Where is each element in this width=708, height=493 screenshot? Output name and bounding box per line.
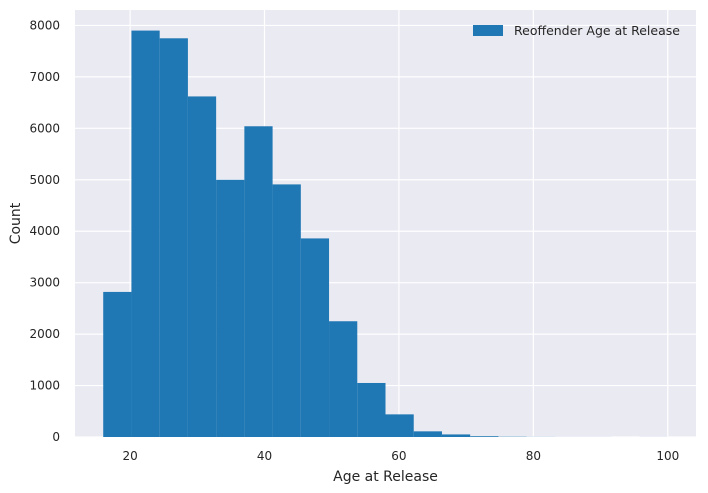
legend-swatch [473, 25, 503, 36]
y-tick-label: 4000 [29, 224, 60, 238]
histogram-bar [300, 238, 330, 437]
histogram-bar [441, 434, 471, 437]
histogram-bar [216, 179, 245, 437]
y-tick-label: 1000 [29, 379, 60, 393]
y-tick-label: 0 [52, 430, 60, 444]
histogram-bar [244, 126, 273, 438]
histogram-bar [272, 184, 301, 437]
histogram-bar [131, 30, 160, 438]
y-tick-label: 2000 [29, 327, 60, 341]
x-tick-label: 40 [257, 449, 272, 463]
y-axis-label: Count [8, 202, 24, 244]
y-tick-label: 3000 [29, 276, 60, 290]
histogram-bar [413, 431, 442, 437]
legend: Reoffender Age at Release [473, 23, 680, 38]
x-tick-label: 20 [122, 449, 137, 463]
histogram-bar [103, 291, 132, 437]
histogram-bar [470, 436, 499, 437]
y-tick-label: 7000 [29, 70, 60, 84]
y-tick-label: 5000 [29, 173, 60, 187]
histogram-bar [357, 382, 386, 437]
histogram-bar [159, 38, 188, 438]
x-tick-label: 100 [656, 449, 679, 463]
x-axis-label: Age at Release [333, 469, 438, 485]
histogram-bars [103, 30, 668, 438]
histogram-bar [187, 96, 217, 437]
x-tick-labels: 20 40 60 80 100 [122, 449, 679, 463]
histogram-bar [385, 414, 414, 437]
y-tick-label: 6000 [29, 121, 60, 135]
histogram-bar [329, 321, 358, 437]
y-tick-labels: 0 1000 2000 3000 4000 5000 6000 7000 8000 [29, 18, 60, 444]
y-tick-label: 8000 [29, 18, 60, 32]
x-tick-label: 80 [526, 449, 541, 463]
legend-label: Reoffender Age at Release [514, 23, 680, 38]
x-tick-label: 60 [391, 449, 406, 463]
